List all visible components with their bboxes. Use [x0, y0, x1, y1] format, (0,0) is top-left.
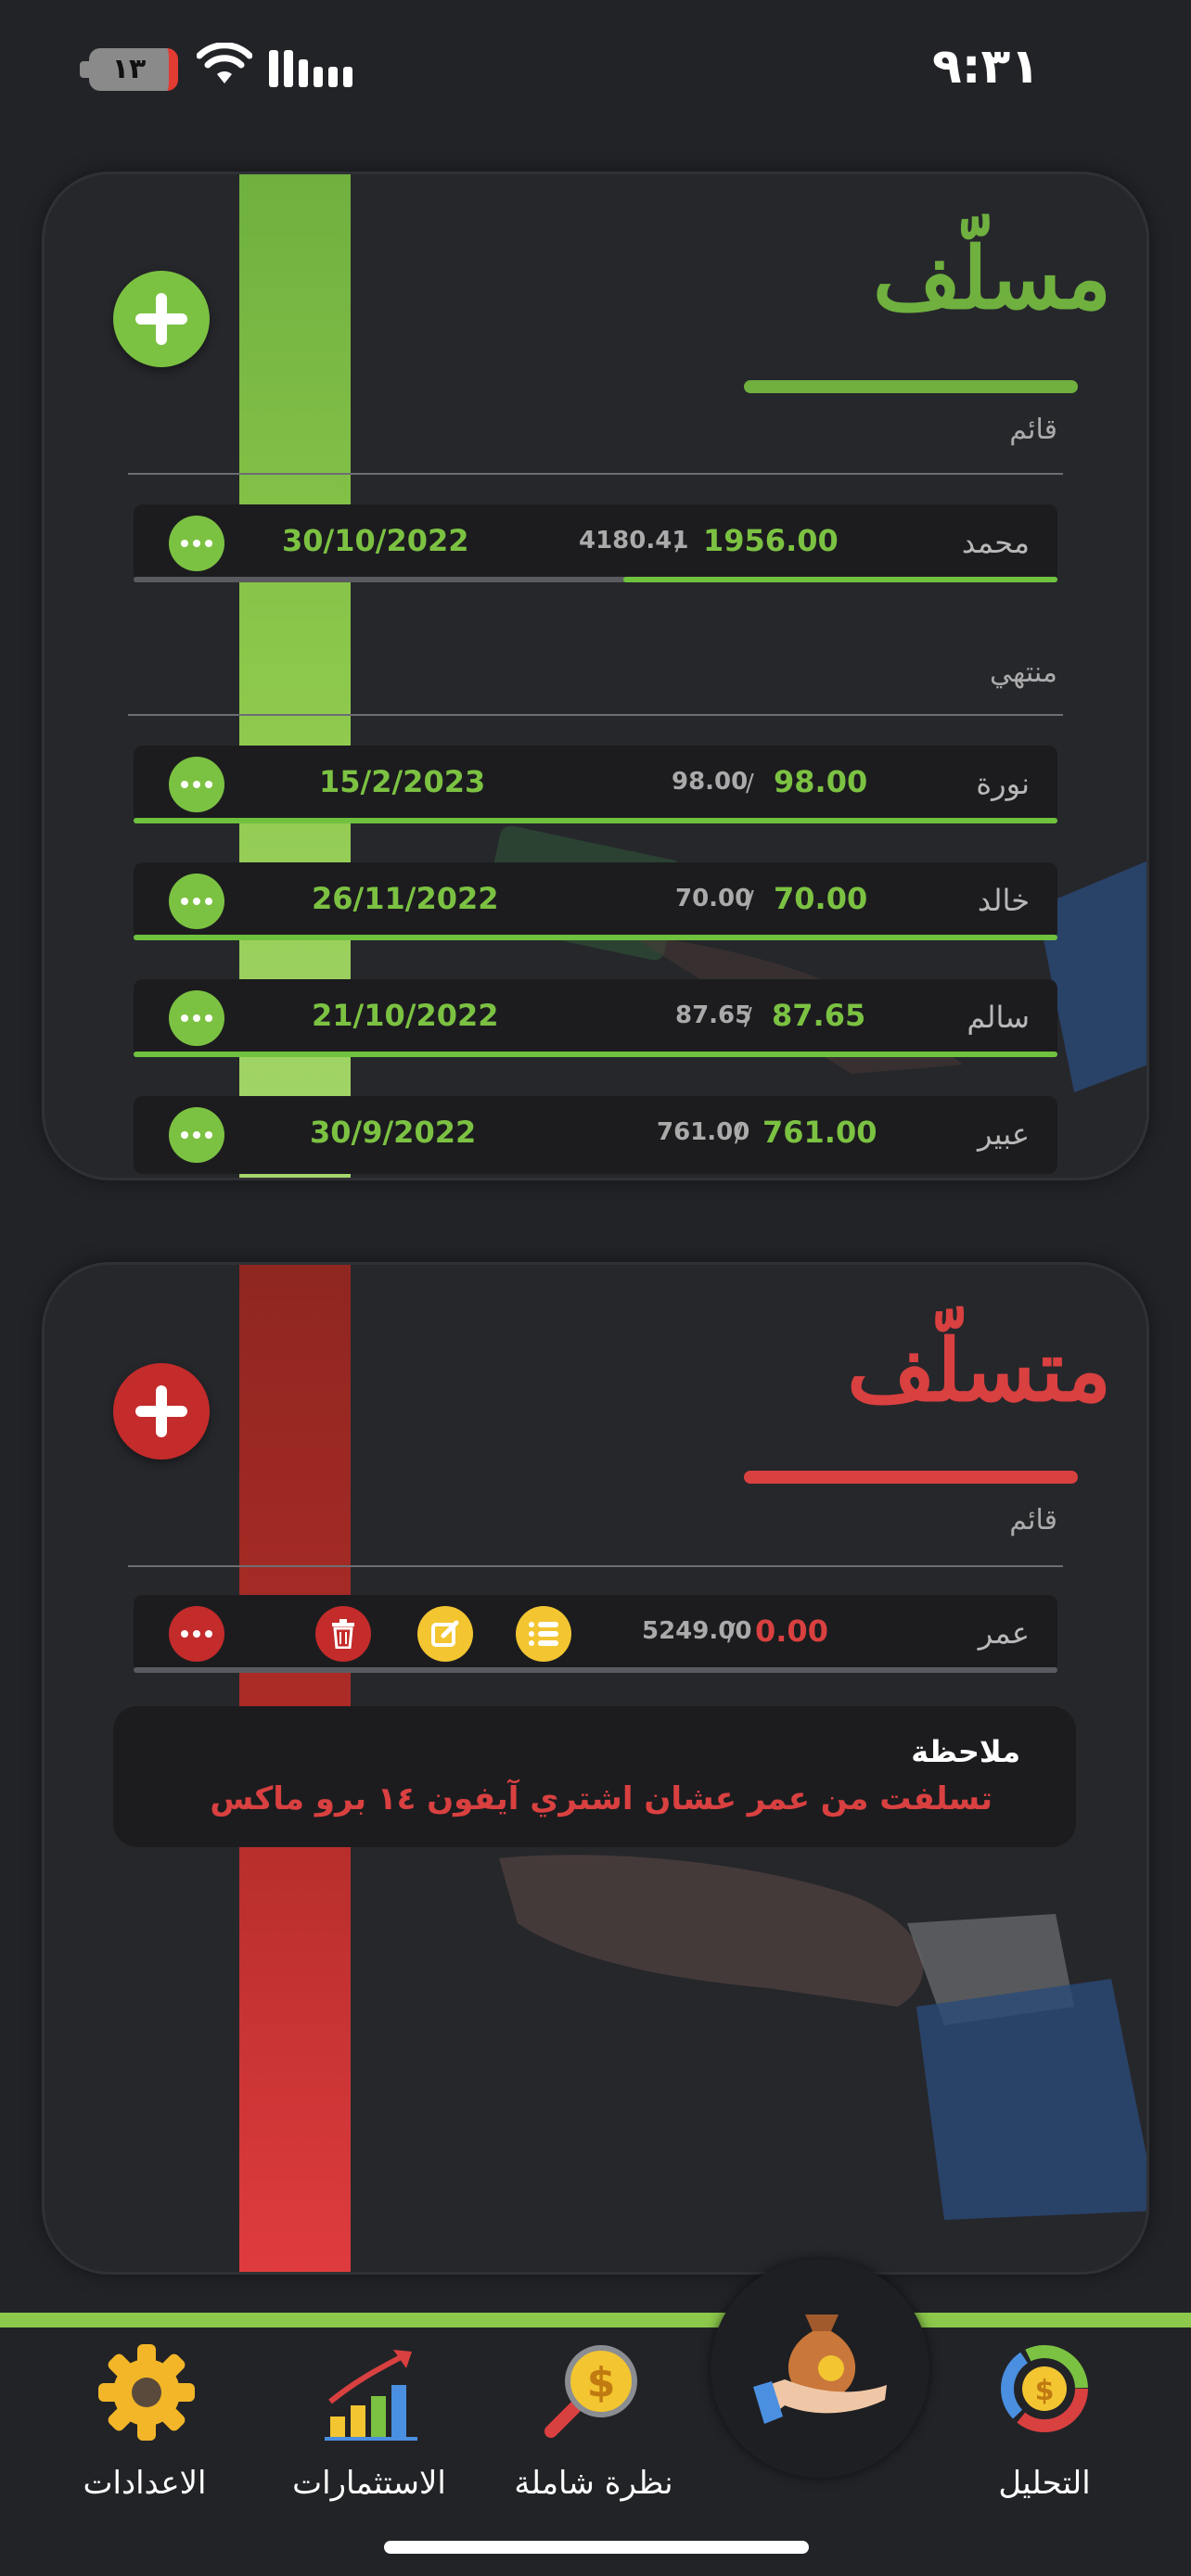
borrower-name: نورة	[976, 766, 1030, 801]
loan-row[interactable]: نورة 98.00 / 98.00 15/2/2023	[134, 746, 1057, 823]
delete-button[interactable]	[315, 1606, 371, 1662]
add-borrowed-button[interactable]	[113, 1363, 210, 1460]
nav-label-analysis[interactable]: التحليل	[998, 2465, 1091, 2502]
magnifier-dollar-icon[interactable]: $	[544, 2342, 644, 2442]
nav-label-investments[interactable]: الاستثمارات	[292, 2465, 446, 2502]
donut-dollar-icon[interactable]: $	[998, 2342, 1091, 2435]
repayment-progress	[134, 818, 1057, 823]
money-bag-hand-icon	[753, 2315, 887, 2424]
nav-label-overview[interactable]: نظرة شاملة	[514, 2465, 673, 2502]
battery-cap	[80, 61, 89, 78]
section-label-finished: منتهي	[989, 657, 1057, 689]
investment-chart-icon[interactable]	[321, 2342, 421, 2442]
total-amount: 5249.00	[642, 1617, 752, 1645]
borrower-name: محمد	[961, 525, 1030, 560]
svg-text:$: $	[587, 2359, 616, 2406]
more-options-button[interactable]	[169, 516, 224, 571]
wifi-icon	[197, 43, 252, 83]
status-time: ٩:٣١	[932, 39, 1041, 95]
borrower-name: سالم	[967, 1000, 1030, 1035]
section-divider	[128, 473, 1063, 475]
plus-icon	[135, 293, 187, 345]
svg-text:$: $	[1035, 2375, 1055, 2407]
loan-date: 30/9/2022	[310, 1115, 477, 1150]
nav-label-settings[interactable]: الاعدادات	[83, 2465, 207, 2502]
lent-card: مسلّف قائم منتهي محمد 1956.00 / 4180.41 …	[45, 174, 1146, 1178]
repayment-progress	[134, 935, 1057, 940]
total-amount: 4180.41	[579, 527, 689, 555]
plus-icon	[135, 1385, 187, 1437]
total-amount: 98.00	[672, 768, 749, 796]
more-options-button[interactable]	[169, 1107, 224, 1163]
lent-title: مسلّف	[872, 228, 1111, 328]
section-divider	[128, 1565, 1063, 1567]
loan-row[interactable]: سالم 87.65 / 87.65 21/10/2022	[134, 979, 1057, 1057]
more-options-button[interactable]	[169, 990, 224, 1046]
battery-indicator: ١٣	[89, 48, 178, 91]
repayment-progress	[134, 1052, 1057, 1057]
paid-amount: 98.00	[774, 764, 868, 799]
list-icon	[529, 1622, 558, 1646]
borrower-name: عبير	[977, 1116, 1030, 1152]
repayment-progress	[134, 577, 1057, 582]
repayment-progress	[134, 1667, 1057, 1673]
note-text: تسلفت من عمر عشان اشتري آيفون ١٤ برو ماك…	[210, 1780, 992, 1817]
edit-button[interactable]	[417, 1606, 473, 1662]
total-amount: 87.65	[675, 1001, 752, 1029]
loan-row[interactable]: محمد 1956.00 / 4180.41 30/10/2022	[134, 504, 1057, 582]
more-options-button[interactable]	[169, 874, 224, 929]
borrowed-title: متسلّف	[847, 1320, 1111, 1421]
loan-row[interactable]: عبير 761.00 / 761.00 30/9/2022	[134, 1096, 1057, 1174]
paid-amount: 70.00	[774, 881, 868, 916]
trash-icon	[332, 1619, 354, 1649]
more-options-button[interactable]	[169, 757, 224, 812]
paid-amount: 1956.00	[703, 523, 839, 558]
lender-name: عمر	[978, 1615, 1030, 1651]
section-label-active: قائم	[1009, 1504, 1057, 1537]
gear-icon[interactable]	[96, 2342, 197, 2442]
total-amount: 70.00	[675, 885, 752, 912]
nav-top-border	[0, 2313, 1191, 2327]
loans-tab-button[interactable]	[711, 2259, 929, 2478]
signal-icon	[269, 50, 352, 87]
loan-date: 21/10/2022	[312, 998, 499, 1033]
receiving-hand-illustration	[499, 1855, 1146, 2220]
title-underline	[744, 1471, 1078, 1484]
borrower-name: خالد	[977, 883, 1030, 918]
loan-date: 26/11/2022	[312, 881, 499, 916]
loan-date: 30/10/2022	[282, 523, 469, 558]
paid-amount: 761.00	[762, 1115, 877, 1150]
paid-amount: 87.65	[772, 998, 866, 1033]
add-lent-button[interactable]	[113, 271, 210, 367]
total-amount: 761.00	[657, 1118, 750, 1146]
loan-date: 15/2/2023	[319, 764, 486, 799]
note-title: ملاحظة	[911, 1734, 1020, 1769]
home-indicator	[384, 2541, 809, 2554]
section-label-active: قائم	[1009, 414, 1057, 446]
paid-amount: 0.00	[755, 1613, 828, 1649]
details-button[interactable]	[516, 1606, 571, 1662]
title-underline	[744, 380, 1078, 393]
section-divider	[128, 714, 1063, 716]
loan-row[interactable]: عمر 0.00 / 5249.00	[134, 1595, 1057, 1673]
loan-row[interactable]: خالد 70.00 / 70.00 26/11/2022	[134, 862, 1057, 940]
more-options-button[interactable]	[169, 1606, 224, 1662]
edit-icon	[431, 1620, 459, 1647]
note-box: ملاحظة تسلفت من عمر عشان اشتري آيفون ١٤ …	[113, 1706, 1076, 1847]
